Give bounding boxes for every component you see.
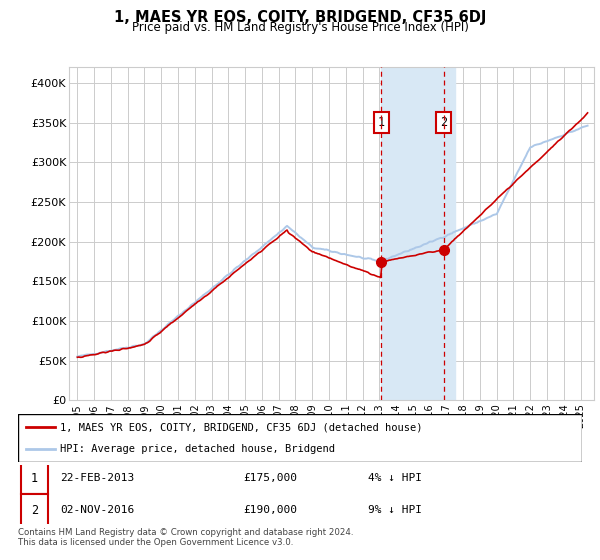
Bar	[382, 67, 455, 400]
Text: 02-NOV-2016: 02-NOV-2016	[60, 505, 134, 515]
Text: 1: 1	[31, 472, 38, 485]
Text: Contains HM Land Registry data © Crown copyright and database right 2024.
This d: Contains HM Land Registry data © Crown c…	[18, 528, 353, 547]
Text: 2: 2	[31, 503, 38, 516]
Text: 1: 1	[378, 116, 385, 129]
Text: 22-FEB-2013: 22-FEB-2013	[60, 473, 134, 483]
Bar	[21, 462, 48, 494]
Text: 9% ↓ HPI: 9% ↓ HPI	[368, 505, 422, 515]
Text: Price paid vs. HM Land Registry's House Price Index (HPI): Price paid vs. HM Land Registry's House …	[131, 21, 469, 34]
Text: 1, MAES YR EOS, COITY, BRIDGEND, CF35 6DJ: 1, MAES YR EOS, COITY, BRIDGEND, CF35 6D…	[114, 10, 486, 25]
Text: £190,000: £190,000	[244, 505, 298, 515]
Text: 1, MAES YR EOS, COITY, BRIDGEND, CF35 6DJ (detached house): 1, MAES YR EOS, COITY, BRIDGEND, CF35 6D…	[60, 422, 423, 432]
Text: 2: 2	[440, 116, 447, 129]
Text: 4% ↓ HPI: 4% ↓ HPI	[368, 473, 422, 483]
Text: HPI: Average price, detached house, Bridgend: HPI: Average price, detached house, Brid…	[60, 444, 335, 454]
Text: £175,000: £175,000	[244, 473, 298, 483]
Bar	[21, 494, 48, 526]
